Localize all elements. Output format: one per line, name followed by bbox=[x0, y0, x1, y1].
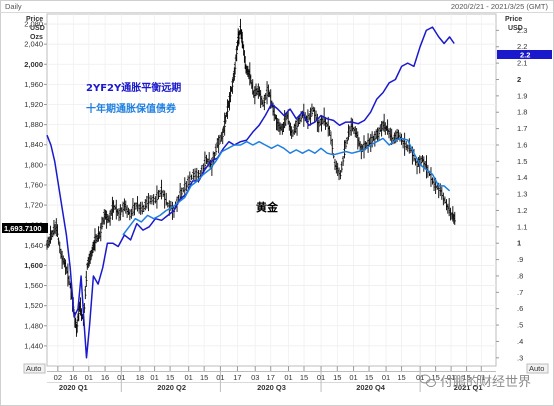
left-tick-label: 1,720 bbox=[24, 201, 43, 210]
last-value-tag: 2.2 bbox=[497, 50, 552, 60]
right-axis-label-1: Price bbox=[505, 16, 522, 23]
left-tick-label: 1,640 bbox=[24, 241, 43, 250]
x-tick-label: 15 bbox=[462, 373, 470, 382]
x-tick-label: 15 bbox=[200, 373, 208, 382]
right-tick-label: 2 bbox=[517, 75, 521, 84]
right-axis-label-2: USD bbox=[508, 25, 523, 32]
period-label: 2020 Q3 bbox=[257, 383, 286, 392]
right-tick-label: 1.4 bbox=[517, 173, 527, 182]
x-tick-label: 15 bbox=[300, 373, 308, 382]
x-tick-label: 01 bbox=[447, 373, 455, 382]
x-tick-label: 01 bbox=[349, 373, 357, 382]
x-axis: 02 16 01 16 01 18 01 15 01 15 01 17 03 17 01 15 01 15 01 15… bbox=[54, 366, 485, 392]
x-tick-label: 15 bbox=[431, 373, 439, 382]
right-axis: .3 .4 .5 .6 .7 .8 .9 1 1.1 1.2 1.3 1.4 1.5 1.6 1.7 1.8 1… bbox=[496, 26, 527, 362]
svg-text:1,693.7100: 1,693.7100 bbox=[4, 224, 42, 233]
x-tick-label: 15 bbox=[333, 373, 341, 382]
right-tick-label: .4 bbox=[517, 337, 523, 346]
series-tips-10y bbox=[122, 137, 451, 236]
right-tick-label: 2.1 bbox=[517, 59, 527, 68]
x-tick-label: 01 bbox=[382, 373, 390, 382]
left-axis-label-3: Ozs bbox=[30, 34, 43, 41]
x-tick-label: 16 bbox=[101, 373, 109, 382]
x-tick-label: 02 bbox=[54, 373, 62, 382]
left-tick-label: 2,000 bbox=[24, 60, 43, 69]
right-tick-label: 1 bbox=[517, 239, 521, 248]
x-tick-label: 01 bbox=[284, 373, 292, 382]
right-tick-label: 2.3 bbox=[517, 26, 527, 35]
right-tick-label: 1.1 bbox=[517, 222, 527, 231]
left-tick-label: 1,480 bbox=[24, 321, 43, 330]
right-auto-scale-button[interactable]: Auto bbox=[526, 363, 549, 374]
wechat-icon bbox=[419, 374, 436, 387]
right-tick-label: .6 bbox=[517, 304, 523, 313]
left-tick-label: 1,960 bbox=[24, 80, 43, 89]
period-label: 2021 Q1 bbox=[454, 383, 483, 392]
left-auto-scale-button[interactable]: Auto bbox=[23, 363, 46, 374]
series-line bbox=[122, 137, 451, 236]
left-tick-label: 1,560 bbox=[24, 281, 43, 290]
watermark-text: 付鹏的财经世界 bbox=[440, 374, 531, 390]
svg-text:Auto: Auto bbox=[529, 364, 544, 373]
x-tick-label: 16 bbox=[69, 373, 77, 382]
right-tick-label: 1.3 bbox=[517, 190, 527, 199]
tips-annotation: 十年期通胀保值债券 bbox=[86, 102, 177, 115]
right-tick-label: 1.2 bbox=[517, 206, 527, 215]
left-tick-label: 1,760 bbox=[24, 180, 43, 189]
svg-text:Auto: Auto bbox=[26, 364, 41, 373]
x-tick-label: 15 bbox=[365, 373, 373, 382]
left-tick-label: 1,520 bbox=[24, 301, 43, 310]
series-line bbox=[46, 26, 455, 359]
x-tick-label: 15 bbox=[397, 373, 405, 382]
left-tick-label: 2,040 bbox=[24, 40, 43, 49]
date-range-label: 2020/2/21 - 2021/3/25 (GMT) bbox=[451, 2, 549, 11]
right-tick-label: .5 bbox=[517, 321, 523, 330]
x-tick-label: 15 bbox=[166, 373, 174, 382]
left-tick-label: 1,800 bbox=[24, 160, 43, 169]
left-axis-label-2: USD bbox=[30, 25, 45, 32]
right-tick-label: .7 bbox=[517, 288, 523, 297]
watermark: 付鹏的财经世界 bbox=[419, 374, 531, 390]
right-tick-label: .8 bbox=[517, 271, 523, 280]
right-tick-label: .9 bbox=[517, 255, 523, 264]
grid-layer bbox=[47, 14, 496, 366]
x-tick-label: 18 bbox=[136, 373, 144, 382]
left-axis-label-1: Price bbox=[26, 16, 43, 23]
right-tick-label: 2.2 bbox=[517, 42, 527, 51]
x-tick-label: 01 bbox=[477, 373, 485, 382]
breakeven-annotation: 2YF2Y通胀平衡远期 bbox=[86, 81, 181, 94]
period-label: 2020 Q4 bbox=[356, 383, 386, 392]
svg-text:2.2: 2.2 bbox=[520, 51, 530, 60]
left-tick-label: 1,440 bbox=[24, 341, 43, 350]
interval-label: Daily bbox=[5, 2, 22, 11]
right-tick-label: 1.9 bbox=[517, 91, 527, 100]
series-layer bbox=[45, 18, 456, 359]
left-tick-label: 1,840 bbox=[24, 140, 43, 149]
right-tick-label: 1.5 bbox=[517, 157, 527, 166]
right-tick-label: 1.8 bbox=[517, 108, 527, 117]
right-tick-label: 1.6 bbox=[517, 140, 527, 149]
left-tick-label: 2,080 bbox=[24, 20, 43, 29]
x-tick-label: 01 bbox=[85, 373, 93, 382]
left-tick-label: 1,600 bbox=[24, 261, 43, 270]
right-tick-label: .3 bbox=[517, 353, 523, 362]
left-tick-label: 1,920 bbox=[24, 100, 43, 109]
gold-annotation: 黄金 bbox=[256, 200, 279, 214]
right-tick-label: 1.7 bbox=[517, 124, 527, 133]
x-tick-label: 01 bbox=[150, 373, 158, 382]
x-tick-label: 17 bbox=[233, 373, 241, 382]
plot-area bbox=[46, 13, 497, 367]
x-tick-label: 01 bbox=[184, 373, 192, 382]
left-tick-label: 1,880 bbox=[24, 120, 43, 129]
x-tick-label: 17 bbox=[267, 373, 275, 382]
series-breakeven-2y2y bbox=[46, 26, 455, 359]
x-tick-label: 03 bbox=[251, 373, 259, 382]
period-label: 2020 Q2 bbox=[157, 383, 186, 392]
last-price-tag: 1,693.7100 bbox=[2, 223, 48, 233]
period-label: 2020 Q1 bbox=[59, 383, 88, 392]
